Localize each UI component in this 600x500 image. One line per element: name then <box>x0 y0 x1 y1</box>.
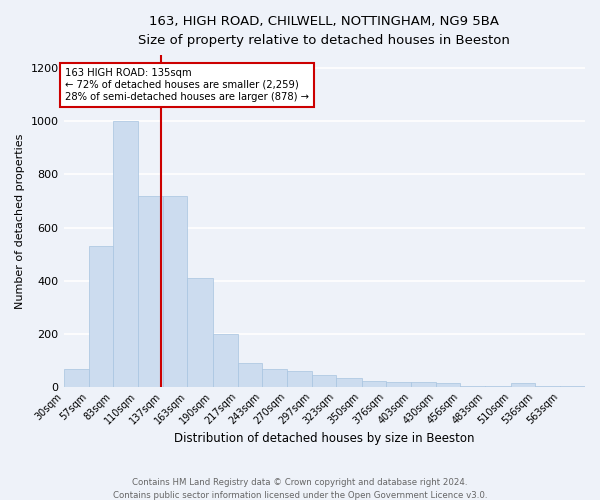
Bar <box>262 370 287 386</box>
X-axis label: Distribution of detached houses by size in Beeston: Distribution of detached houses by size … <box>174 432 475 445</box>
Bar <box>287 371 312 386</box>
Text: 163 HIGH ROAD: 135sqm
← 72% of detached houses are smaller (2,259)
28% of semi-d: 163 HIGH ROAD: 135sqm ← 72% of detached … <box>65 68 310 102</box>
Bar <box>138 196 163 386</box>
Bar <box>436 383 460 386</box>
Bar <box>362 382 386 386</box>
Bar <box>238 363 262 386</box>
Bar <box>411 382 436 386</box>
Bar <box>113 122 138 386</box>
Bar <box>187 278 212 386</box>
Bar <box>89 246 113 386</box>
Y-axis label: Number of detached properties: Number of detached properties <box>15 133 25 308</box>
Bar <box>64 368 89 386</box>
Bar <box>163 196 187 386</box>
Bar <box>337 378 362 386</box>
Text: Contains HM Land Registry data © Crown copyright and database right 2024.
Contai: Contains HM Land Registry data © Crown c… <box>113 478 487 500</box>
Title: 163, HIGH ROAD, CHILWELL, NOTTINGHAM, NG9 5BA
Size of property relative to detac: 163, HIGH ROAD, CHILWELL, NOTTINGHAM, NG… <box>139 15 510 47</box>
Bar <box>312 374 337 386</box>
Bar <box>212 334 238 386</box>
Bar <box>511 383 535 386</box>
Bar <box>386 382 411 386</box>
